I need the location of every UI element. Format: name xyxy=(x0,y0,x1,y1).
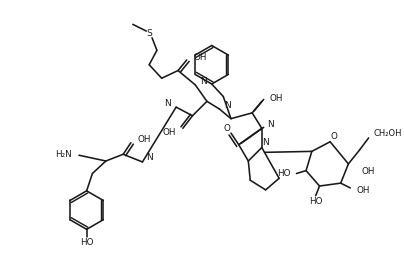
Text: H₂N: H₂N xyxy=(56,150,72,159)
Text: N: N xyxy=(224,101,231,110)
Text: OH: OH xyxy=(362,167,375,176)
Text: O: O xyxy=(224,124,231,133)
Text: OH: OH xyxy=(138,135,151,144)
Text: S: S xyxy=(146,30,152,38)
Text: N: N xyxy=(262,138,269,147)
Text: HO: HO xyxy=(80,238,93,247)
Text: HO: HO xyxy=(309,197,322,206)
Text: N: N xyxy=(267,120,274,129)
Text: N: N xyxy=(200,77,207,86)
Text: OH: OH xyxy=(356,186,370,195)
Text: O: O xyxy=(330,133,337,141)
Text: OH: OH xyxy=(194,53,207,62)
Text: N: N xyxy=(164,99,171,108)
Text: HO: HO xyxy=(277,169,290,178)
Text: OH: OH xyxy=(269,94,283,103)
Text: OH: OH xyxy=(163,128,176,137)
Text: N: N xyxy=(146,153,153,162)
Text: CH₂OH: CH₂OH xyxy=(373,129,402,138)
